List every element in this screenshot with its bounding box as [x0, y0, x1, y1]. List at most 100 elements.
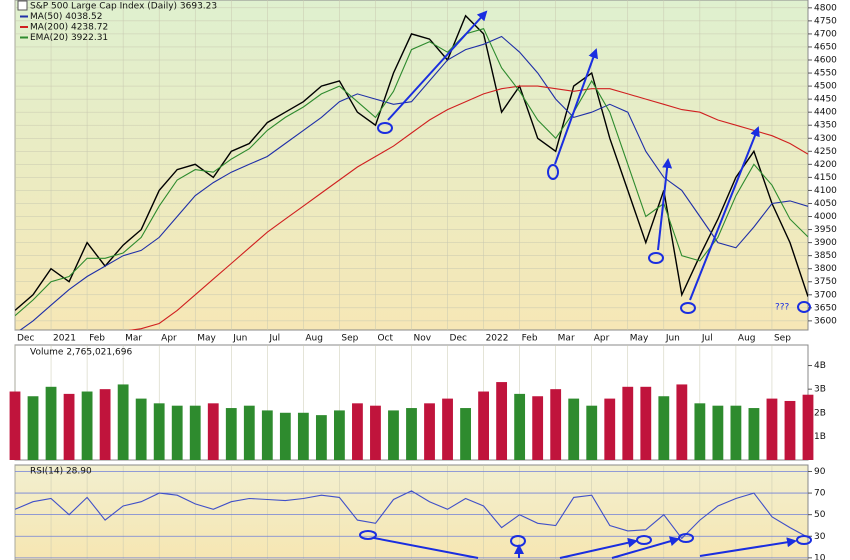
x-tick-label: Aug — [305, 334, 323, 344]
y-tick-label: 4350 — [814, 121, 837, 131]
volume-bar — [514, 393, 526, 460]
volume-bar — [45, 386, 57, 460]
y-tick-label: 3900 — [814, 238, 837, 248]
y-tick-label: 4500 — [814, 82, 837, 92]
x-tick-label: Sep — [341, 334, 358, 344]
x-tick-label: Sep — [774, 334, 791, 344]
volume-bar — [81, 391, 93, 460]
y-tick-label: 3850 — [814, 251, 837, 261]
rsi-title: RSI(14) 28.90 — [30, 467, 92, 477]
arrow — [554, 48, 598, 165]
y-tick-label: 70 — [814, 489, 826, 499]
y-tick-label: 3B — [814, 385, 826, 395]
volume-bar — [406, 408, 417, 460]
volume-bar — [424, 403, 435, 460]
chart-title: S&P 500 Large Cap Index (Daily) 3693.23 — [30, 2, 217, 12]
y-tick-label: 1B — [814, 432, 826, 442]
x-tick-label: 2021 — [53, 334, 76, 344]
volume-bar — [388, 410, 399, 460]
volume-bar — [496, 382, 508, 460]
series-line — [128, 85, 808, 330]
x-tick-label: Jul — [701, 334, 713, 344]
volume-bar — [171, 405, 183, 460]
y-tick-label: 4050 — [814, 199, 837, 209]
y-tick-label: 4550 — [814, 69, 837, 79]
y-tick-label: 4700 — [814, 29, 837, 39]
volume-bar — [135, 398, 147, 460]
ellipse — [797, 301, 811, 313]
series-line — [15, 490, 808, 540]
volume-bar — [63, 393, 75, 460]
volume-bar — [189, 405, 201, 460]
arrow — [657, 158, 673, 251]
ellipse — [648, 252, 664, 264]
volume-bar — [550, 389, 562, 460]
x-tick-label: Apr — [161, 334, 177, 344]
y-tick-label: 4400 — [814, 108, 837, 118]
x-tick-label: 2022 — [486, 334, 509, 344]
series-group — [15, 490, 808, 540]
legend-label: EMA(20) 3922.31 — [30, 33, 108, 43]
series-group — [15, 14, 808, 330]
series-line — [19, 35, 808, 330]
arrow — [373, 537, 479, 559]
volume-bar — [442, 398, 453, 460]
volume-bar — [748, 408, 760, 460]
volume-bar — [370, 405, 381, 460]
volume-bar — [730, 405, 742, 460]
y-tick-label: 4600 — [814, 56, 837, 66]
volume-bar — [261, 410, 273, 460]
x-tick-label: Dec — [17, 334, 34, 344]
y-tick-label: 3700 — [814, 290, 837, 300]
y-tick-label: 4800 — [814, 3, 837, 13]
x-tick-label: Jun — [232, 334, 247, 344]
x-tick-label: Mar — [125, 334, 142, 344]
y-tick-label: 90 — [814, 467, 826, 477]
volume-bar — [315, 415, 327, 460]
ellipse — [547, 164, 559, 180]
volume-bar — [153, 403, 165, 460]
y-tick-label: 4000 — [814, 212, 837, 222]
series-line — [15, 14, 808, 311]
chart-icon — [17, 0, 28, 11]
y-tick-label: 2B — [814, 408, 826, 418]
volume-bar — [802, 394, 814, 460]
y-tick-label: 4150 — [814, 173, 837, 183]
volume-bar — [243, 405, 255, 460]
arrow — [611, 536, 680, 559]
ellipse — [796, 535, 812, 545]
arrow — [689, 126, 760, 301]
volume-bar — [297, 412, 309, 460]
x-tick-label: Apr — [594, 334, 610, 344]
ellipse — [359, 530, 377, 540]
volume-bar — [225, 408, 237, 460]
y-tick-label: 4450 — [814, 95, 837, 105]
arrow — [387, 10, 488, 121]
volume-bar — [568, 398, 580, 460]
volume-title: Volume 2,765,021,696 — [30, 348, 132, 358]
y-tick-label: 30 — [814, 532, 826, 542]
legend-label: MA(50) 4038.52 — [30, 12, 102, 22]
ellipse — [377, 122, 393, 134]
y-tick-label: 3950 — [814, 225, 837, 235]
x-tick-label: Dec — [450, 334, 467, 344]
legend-label: MA(200) 4238.72 — [30, 23, 108, 33]
series-line — [15, 28, 808, 317]
volume-bar — [622, 386, 634, 460]
arrow — [559, 537, 638, 559]
y-tick-label: 3650 — [814, 303, 837, 313]
volume-bar — [676, 384, 688, 460]
y-tick-label: 50 — [814, 510, 826, 520]
x-tick-label: Aug — [738, 334, 756, 344]
x-tick-label: Oct — [377, 334, 393, 344]
x-tick-label: Jun — [665, 334, 680, 344]
volume-bar — [604, 398, 616, 460]
x-tick-label: May — [197, 334, 216, 344]
y-tick-label: 4300 — [814, 134, 837, 144]
y-tick-label: 4750 — [814, 16, 837, 26]
volume-bar — [27, 396, 39, 460]
volume-bar — [784, 400, 796, 460]
annotation-text: ??? — [775, 303, 790, 313]
volume-bar — [658, 396, 670, 460]
x-tick-label: Feb — [89, 334, 105, 344]
